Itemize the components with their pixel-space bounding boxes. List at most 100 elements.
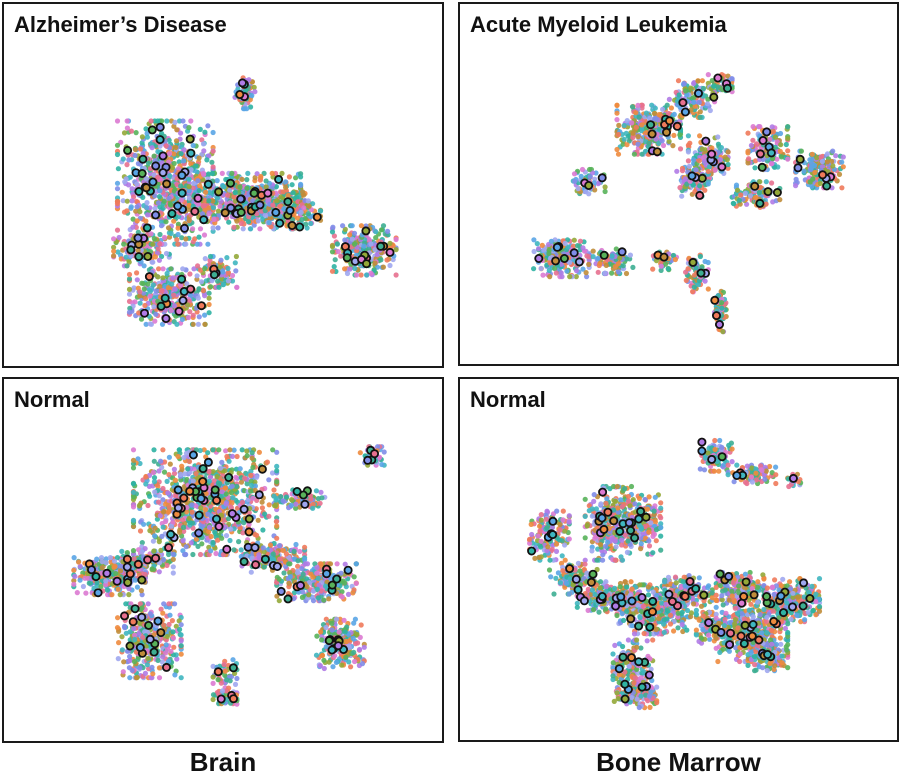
cell-point [817,180,823,186]
cell-point [666,110,672,117]
cell-point [126,271,133,278]
cell-point [769,180,775,186]
cell-point [180,538,186,544]
cell-point [720,329,726,335]
cell-point [552,265,558,272]
cell-point [232,190,238,196]
cell-point [143,218,149,224]
cell-point [126,286,133,292]
cell-point [206,301,212,308]
cell-point [685,149,691,155]
cell-point [172,119,178,125]
cell-point [349,236,355,242]
cell-point [658,267,664,273]
cell-point [221,281,227,287]
cell-point [340,223,346,229]
cell-point [155,246,161,252]
cell-point [248,104,254,110]
cell-point [124,162,130,168]
cell-point [252,175,258,181]
highlighted-cell-point [361,259,371,269]
cell-point [202,266,208,272]
highlighted-cell-point [274,174,284,184]
highlighted-cell-point [139,308,149,318]
cell-point [183,241,189,247]
cell-point [768,161,774,167]
highlighted-cell-point [235,90,245,100]
highlighted-cell-point [190,206,200,216]
cell-point [725,161,731,168]
highlighted-cell-point [762,127,772,137]
cell-point [134,181,140,187]
cell-point [190,185,196,191]
cell-point [583,270,589,276]
cell-point [197,183,203,189]
cell-point [233,466,239,472]
cell-point [206,290,212,296]
cell-point [183,544,189,550]
cell-point [244,185,250,191]
cell-point [231,194,237,200]
cell-point [280,189,286,195]
cell-point [133,130,139,136]
cell-point [579,166,586,173]
cell-point [186,176,192,182]
cell-point [248,472,254,478]
cell-point [121,241,127,247]
cell-point [631,151,637,157]
cell-point [807,157,813,163]
cell-point [197,126,203,132]
cell-point [248,226,254,232]
cell-point [591,180,597,186]
highlighted-cell-point [569,248,579,258]
cell-point [614,110,620,116]
cell-point [387,240,393,246]
cell-point [205,123,211,129]
cell-point [372,247,378,253]
cell-point [139,540,145,546]
highlighted-cell-point [177,274,187,284]
cell-point [190,551,196,558]
cell-point [239,176,245,182]
cell-point [329,229,336,235]
cell-point [290,190,296,196]
cell-point [154,516,160,522]
cell-point [175,225,181,231]
cell-point [141,290,147,296]
cell-point [205,450,211,456]
highlighted-cell-point [711,311,721,321]
cell-point [200,141,207,147]
cell-point [171,160,177,167]
cell-point [374,251,380,258]
cell-point [174,237,180,243]
cell-point [206,153,212,159]
cell-point [196,188,202,194]
cell-point [699,78,705,84]
highlighted-cell-point [672,121,682,131]
cell-point [587,166,593,173]
scatter-alzheimers-disease [111,75,399,327]
cell-point [237,184,243,190]
cell-point [210,225,216,231]
cell-point [317,208,324,214]
cell-point [679,168,686,174]
cell-point [233,268,239,274]
highlighted-cell-point [203,179,213,189]
cell-point [164,118,170,124]
highlighted-cell-point [193,193,203,203]
cell-point [249,482,255,489]
cell-point [216,284,222,290]
cell-point [729,76,735,82]
cell-point [225,516,232,522]
cell-point [171,218,177,224]
cell-point [225,278,231,284]
cell-point [130,481,137,487]
cell-point [126,291,133,297]
cell-point [134,277,140,283]
cell-point [193,536,200,542]
cell-point [623,256,629,262]
cell-point [151,447,157,453]
cell-point [686,163,692,169]
cell-point [135,229,141,235]
cell-point [234,284,240,290]
